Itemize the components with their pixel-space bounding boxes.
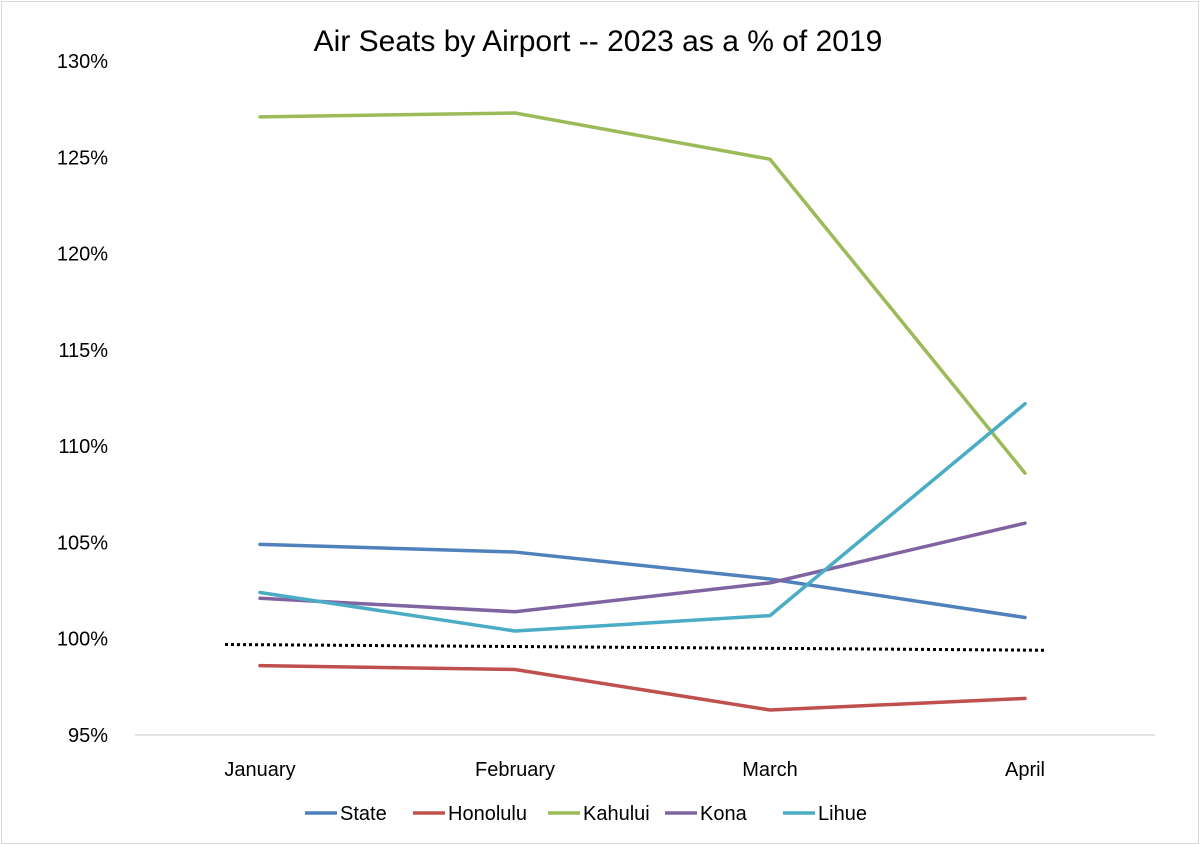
series-line-kona [258,521,1027,614]
legend-item-honolulu: Honolulu [413,803,527,825]
y-tick-label: 110% [58,436,108,458]
legend-label: Honolulu [448,803,527,825]
chart-title: Air Seats by Airport -- 2023 as a % of 2… [314,25,883,58]
legend-item-kahului: Kahului [548,803,650,825]
y-tick-label: 130% [57,51,108,73]
x-tick-label: February [475,759,555,781]
series-line-lihue [258,402,1027,633]
y-tick-label: 95% [68,725,108,747]
x-axis: January February March April [224,759,1045,781]
series-line-kahului [258,111,1027,475]
y-tick-label: 105% [57,532,108,554]
series-group [258,111,1027,712]
legend-label: Kona [700,803,748,825]
series-line-state [258,542,1027,620]
legend-item-lihue: Lihue [783,803,867,825]
y-tick-label: 120% [57,244,108,266]
y-tick-label: 125% [57,147,108,169]
legend-item-kona: Kona [665,803,748,825]
series-line-honolulu [258,663,1027,712]
y-axis: 95% 100% 105% 110% 115% 120% 125% 130% [57,51,108,747]
legend-item-state: State [305,803,387,825]
x-tick-label: March [742,759,798,781]
y-tick-label: 100% [57,629,108,651]
reference-line-100 [224,642,1048,652]
x-tick-label: April [1005,759,1045,781]
legend-label: Lihue [818,803,867,825]
legend: State Honolulu Kahului Kona Lihue [305,803,867,825]
legend-label: State [340,803,387,825]
y-tick-label: 115% [58,340,108,362]
legend-label: Kahului [583,803,650,825]
x-tick-label: January [224,759,295,781]
